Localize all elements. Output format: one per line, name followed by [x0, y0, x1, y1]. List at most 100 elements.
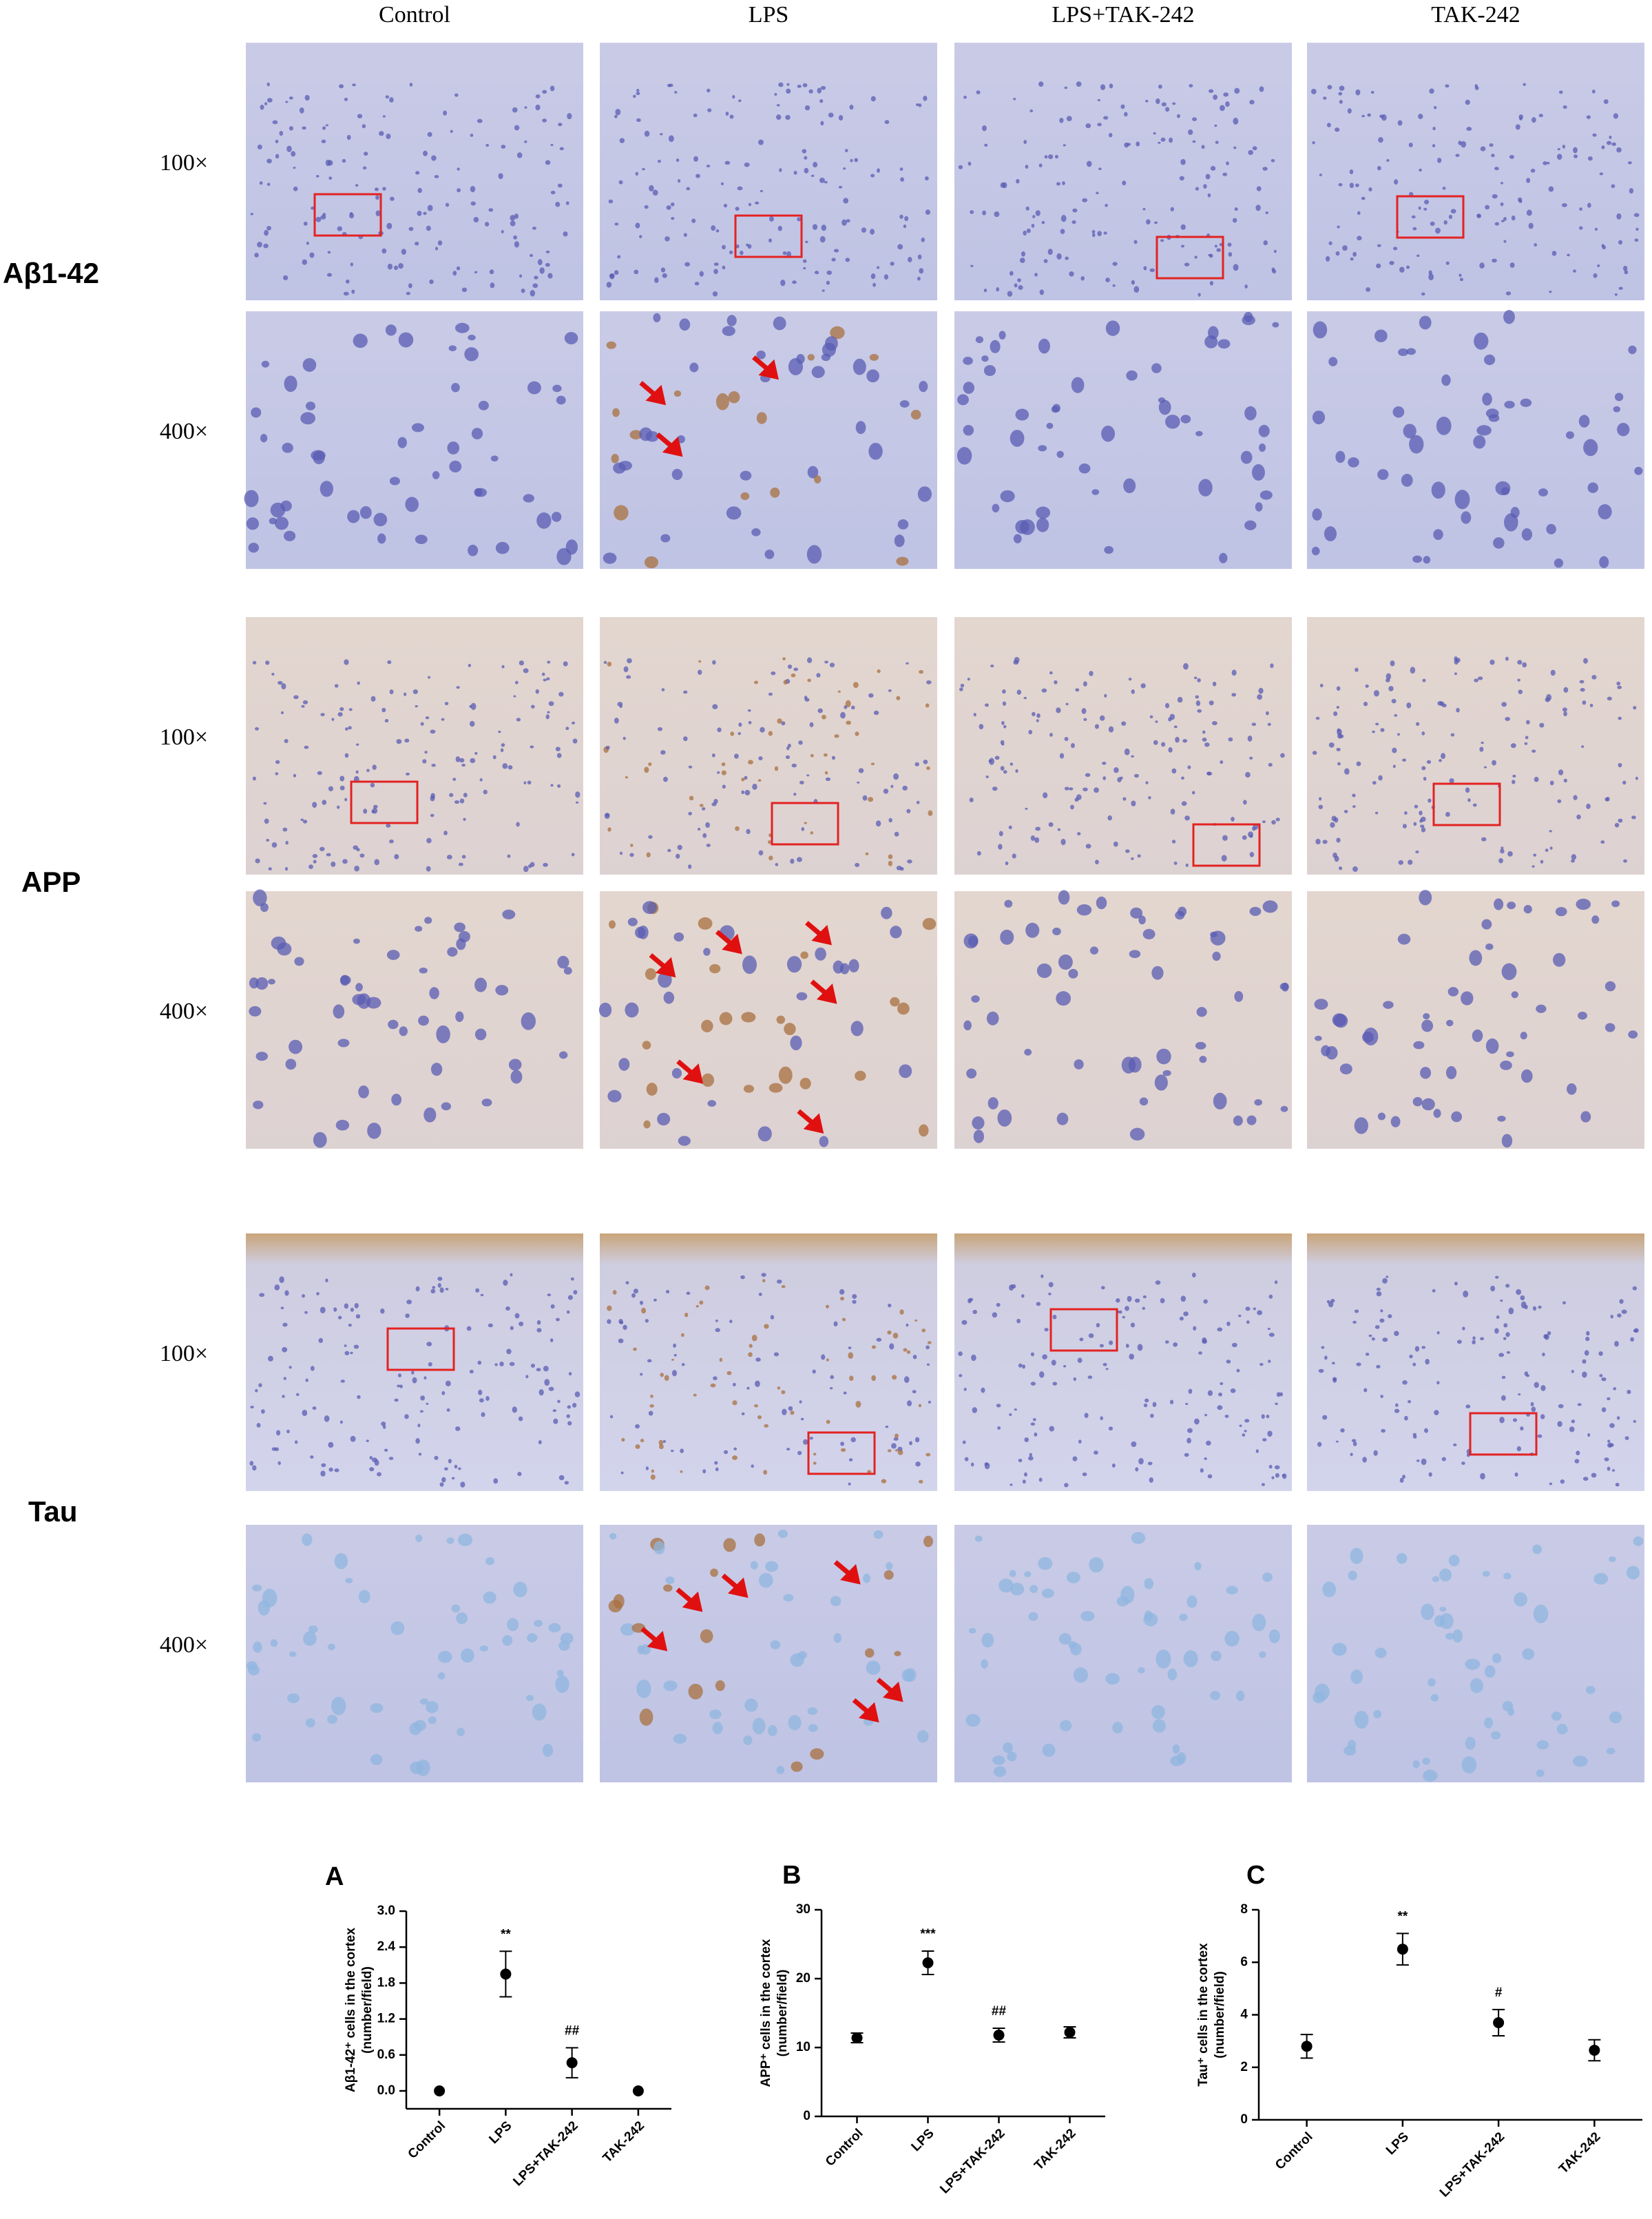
cell [1484, 354, 1496, 366]
cell [279, 131, 284, 136]
cell [897, 1002, 910, 1015]
cell [255, 1388, 258, 1393]
cell [386, 950, 400, 960]
cell [396, 739, 402, 744]
cell [717, 727, 722, 733]
cell [344, 753, 349, 758]
cell [1217, 339, 1231, 349]
cell [1328, 1300, 1334, 1308]
cell [1009, 1413, 1012, 1417]
cell [464, 347, 479, 362]
cell [1179, 1316, 1184, 1321]
cell [680, 1470, 683, 1473]
cell [776, 1279, 782, 1284]
cell [1531, 117, 1536, 123]
cell [409, 83, 413, 87]
cell [1274, 1465, 1280, 1470]
cell [623, 666, 629, 673]
cell [1608, 1556, 1616, 1563]
region-box [771, 802, 839, 846]
cell [1500, 202, 1504, 207]
cell [1208, 253, 1212, 257]
cell [441, 1477, 446, 1483]
cell [641, 1307, 647, 1314]
cell [282, 1395, 285, 1398]
cell [567, 1421, 572, 1426]
cell [1349, 183, 1355, 188]
cell [437, 1276, 443, 1281]
cell [339, 785, 345, 791]
cell [366, 769, 370, 772]
cell [1389, 260, 1394, 265]
cell [477, 1360, 482, 1365]
cell [1160, 1298, 1165, 1304]
cell [268, 979, 275, 985]
cell [419, 1410, 424, 1413]
cell [269, 517, 277, 525]
cell [1350, 1452, 1353, 1457]
cell [1171, 840, 1176, 844]
cell [1107, 815, 1112, 821]
cell [1060, 215, 1067, 222]
y-tick-label: 1.8 [377, 1975, 395, 1990]
cell [326, 853, 331, 857]
cell [289, 1039, 303, 1054]
cell [256, 1423, 261, 1428]
cell [864, 1648, 875, 1658]
cell [963, 425, 974, 436]
cell [350, 1435, 356, 1442]
cell [1520, 1426, 1524, 1431]
cell [1113, 767, 1119, 773]
cell [1036, 1302, 1041, 1306]
cell [1509, 154, 1514, 159]
cell [715, 1467, 719, 1472]
cell [1418, 114, 1423, 119]
cell [257, 242, 262, 248]
cell [1038, 163, 1043, 167]
cell [250, 212, 253, 216]
cell [1043, 259, 1048, 263]
cell [1395, 1403, 1399, 1407]
cell [309, 864, 313, 869]
cell [1618, 762, 1622, 768]
cell [543, 678, 547, 682]
cell [1195, 700, 1201, 707]
cell [1186, 1595, 1198, 1608]
cell [1066, 1572, 1080, 1583]
cell [1010, 430, 1025, 447]
cell [411, 423, 424, 433]
cell [663, 991, 675, 1004]
cell [732, 1455, 738, 1460]
cell [1318, 1368, 1324, 1373]
cell [1082, 1472, 1087, 1477]
cell [660, 750, 666, 755]
cell [1398, 348, 1409, 356]
cell [1312, 140, 1315, 145]
cell [926, 1345, 930, 1350]
cell [398, 262, 404, 269]
cell [565, 727, 569, 731]
cell [614, 222, 619, 226]
cell [322, 800, 327, 805]
cell [547, 1293, 552, 1297]
cell [1524, 742, 1528, 745]
cell [547, 273, 553, 279]
cell [1624, 1436, 1629, 1440]
cell [748, 720, 752, 725]
cell [353, 333, 368, 348]
cell [397, 1384, 401, 1388]
cell [539, 1389, 544, 1396]
cell [261, 1409, 265, 1414]
cell [420, 722, 424, 726]
cell [1414, 1346, 1420, 1352]
y-axis-label: APP⁺ cells in the cortex [759, 1939, 773, 2087]
dot [1301, 2041, 1313, 2052]
cell [1013, 97, 1016, 101]
cell [326, 273, 333, 277]
cell [881, 906, 892, 919]
cell [1412, 227, 1417, 231]
cell [1105, 204, 1108, 207]
cell [282, 827, 288, 832]
cell [557, 955, 569, 969]
cell [437, 1672, 446, 1680]
